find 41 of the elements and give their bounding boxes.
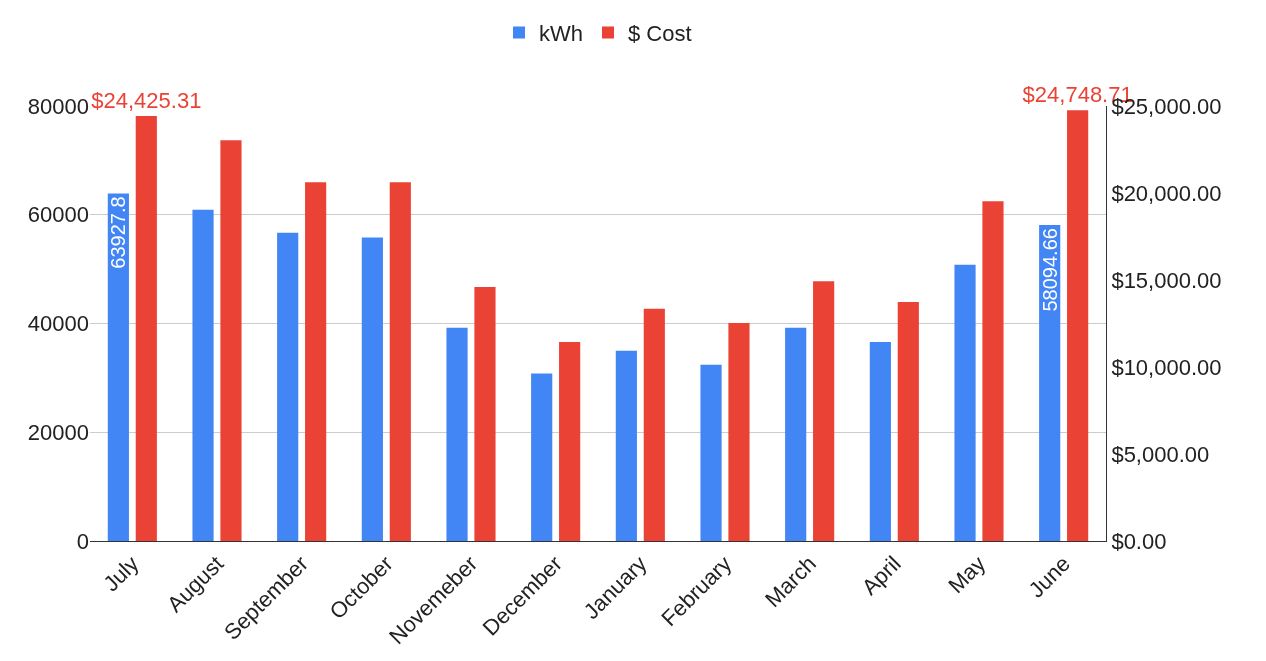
- y-tick-label: 20000: [27, 419, 89, 445]
- bar: [982, 201, 1004, 541]
- bar: [954, 264, 976, 541]
- bar: [446, 327, 468, 541]
- y-tick-label: 60000: [27, 202, 89, 228]
- y2-tick-label: $0.00: [1111, 528, 1167, 554]
- y-tick-label: 0: [76, 528, 89, 554]
- bar: [531, 373, 553, 541]
- bar: [700, 364, 722, 541]
- x-tick-label: July: [98, 551, 144, 597]
- y2-tick-label: $5,000.00: [1111, 441, 1210, 467]
- data-label: $24,425.31: [91, 88, 202, 113]
- legend-label: kWh: [539, 21, 583, 47]
- bar: [277, 232, 299, 541]
- data-label: 63927.8: [107, 196, 130, 269]
- y-tick-label: 40000: [27, 311, 89, 337]
- bar: [615, 350, 637, 541]
- data-label: 58094.66: [1038, 228, 1061, 312]
- x-tick-label: May: [943, 551, 991, 599]
- bar: [897, 302, 919, 541]
- bar: [305, 182, 327, 541]
- y-tick-label: 80000: [27, 93, 89, 119]
- y2-tick-label: $10,000.00: [1111, 354, 1222, 380]
- bar: [1067, 110, 1089, 541]
- bar: [474, 286, 496, 541]
- bar: [869, 341, 891, 541]
- bar: [813, 281, 835, 541]
- bar: [389, 182, 411, 541]
- bar: [728, 322, 750, 541]
- bar: [1039, 225, 1061, 541]
- bar: [361, 237, 383, 541]
- legend-label: $ Cost: [628, 21, 692, 47]
- bar: [220, 140, 242, 541]
- y2-tick-label: $15,000.00: [1111, 267, 1222, 293]
- bar: [135, 116, 157, 541]
- y2-tick-label: $20,000.00: [1111, 180, 1222, 206]
- bar: [785, 327, 807, 541]
- bar: [192, 209, 214, 541]
- bar: [643, 308, 665, 541]
- bar: [559, 342, 581, 541]
- bar: [107, 193, 129, 541]
